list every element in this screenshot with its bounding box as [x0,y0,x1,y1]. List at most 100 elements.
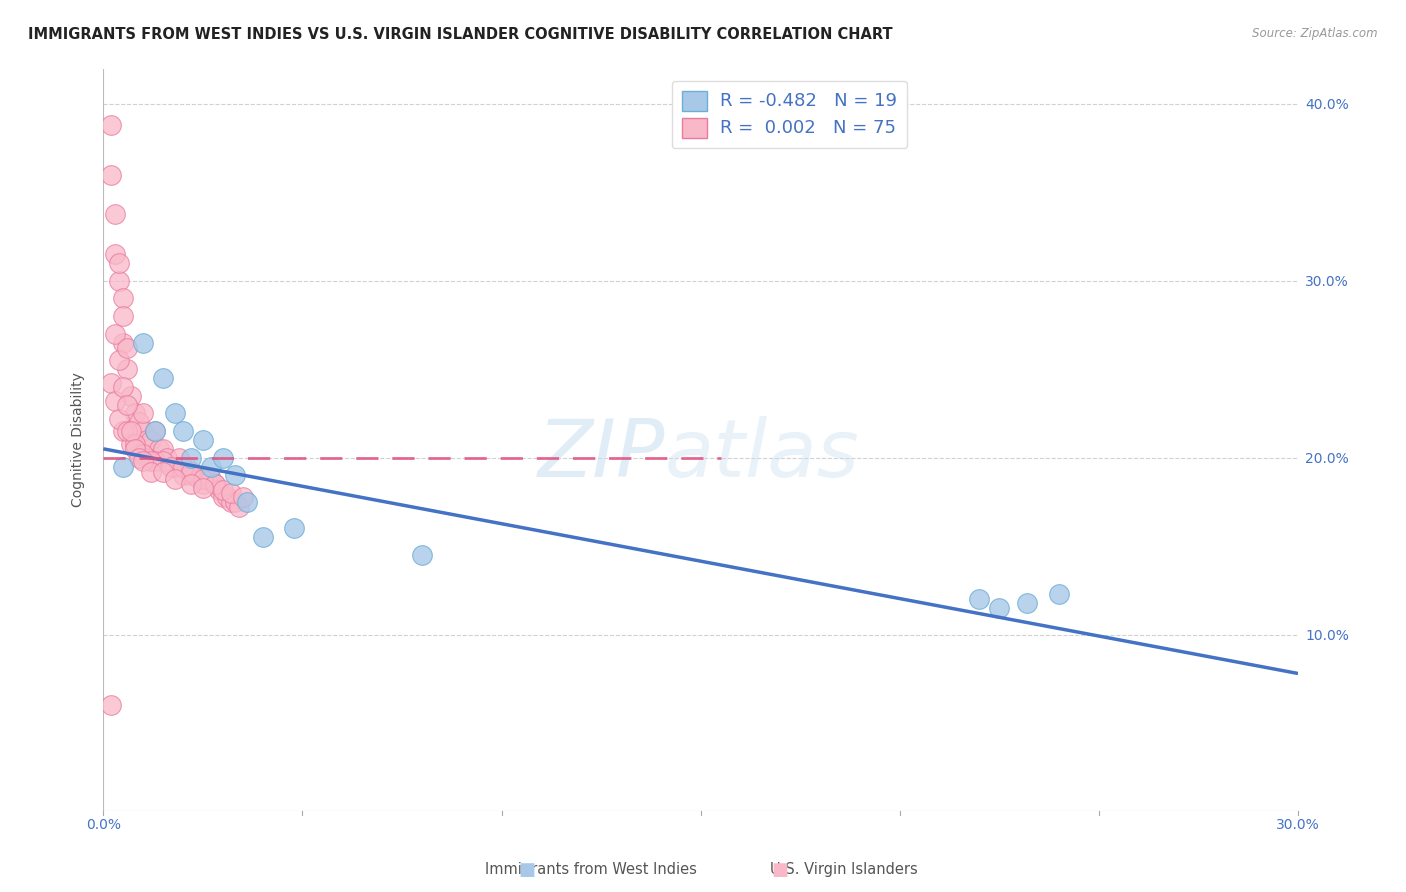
Point [124,442,146,456]
Point [108,353,131,368]
Point [156,450,179,465]
Point [1047,587,1070,601]
Point [228,500,250,515]
Point [115,398,138,412]
Point [211,490,233,504]
Point [411,548,433,562]
Point [112,380,135,394]
Point [180,465,202,479]
Point [112,309,135,323]
Point [132,454,155,468]
Point [224,468,246,483]
Point [139,465,162,479]
Text: IMMIGRANTS FROM WEST INDIES VS U.S. VIRGIN ISLANDER COGNITIVE DISABILITY CORRELA: IMMIGRANTS FROM WEST INDIES VS U.S. VIRG… [28,27,893,42]
Point [988,601,1011,615]
Point [104,326,127,341]
Point [172,468,194,483]
Point [112,292,135,306]
Point [160,459,183,474]
Point [180,468,202,483]
Point [100,376,122,391]
Point [167,450,190,465]
Point [124,436,146,450]
Point [195,472,218,486]
Text: U.S. Virgin Islanders: U.S. Virgin Islanders [769,863,918,877]
Point [163,459,186,474]
Point [115,362,138,376]
Point [200,472,222,486]
Point [112,335,135,350]
Point [219,486,242,500]
Y-axis label: Cognitive Disability: Cognitive Disability [72,373,86,508]
Point [283,521,305,535]
Legend: R = -0.482   N = 19, R =  0.002   N = 75: R = -0.482 N = 19, R = 0.002 N = 75 [672,80,907,148]
Point [115,424,138,438]
Point [128,447,150,461]
Point [148,442,170,456]
Point [219,495,242,509]
Point [152,465,174,479]
Text: ZIP: ZIP [537,416,665,494]
Text: ■: ■ [519,861,536,879]
Point [191,477,214,491]
Point [208,483,231,497]
Point [132,447,155,461]
Point [152,371,174,385]
Point [108,411,131,425]
Point [128,450,150,465]
Point [115,341,138,355]
Point [139,433,162,447]
Point [143,424,166,438]
Text: Source: ZipAtlas.com: Source: ZipAtlas.com [1253,27,1378,40]
Point [124,407,146,421]
Point [143,454,166,468]
Point [104,247,127,261]
Point [969,592,991,607]
Point [136,450,159,465]
Point [211,483,233,497]
Point [215,490,238,504]
Point [120,389,142,403]
Point [252,530,274,544]
Point [136,433,159,447]
Point [120,436,142,450]
Point [204,477,226,491]
Point [163,407,186,421]
Point [172,459,194,474]
Point [132,335,155,350]
Point [100,168,122,182]
Point [180,450,202,465]
Point [108,274,131,288]
Point [100,698,122,713]
Point [1017,596,1039,610]
Point [143,424,166,438]
Point [112,459,135,474]
Point [152,454,174,468]
Point [224,495,246,509]
Point [176,459,198,474]
Point [191,481,214,495]
Point [128,415,150,429]
Point [187,472,209,486]
Point [132,407,155,421]
Point [104,206,127,220]
Point [160,459,183,474]
Point [139,454,162,468]
Text: atlas: atlas [665,416,859,494]
Point [200,459,222,474]
Point [112,424,135,438]
Point [108,256,131,270]
Point [100,118,122,132]
Point [204,477,226,491]
Point [163,472,186,486]
Point [235,495,257,509]
Point [132,424,155,438]
Point [191,433,214,447]
Point [232,490,254,504]
Text: ■: ■ [772,861,789,879]
Point [184,468,207,483]
Point [211,450,233,465]
Point [180,477,202,491]
Point [191,472,214,486]
Point [120,424,142,438]
